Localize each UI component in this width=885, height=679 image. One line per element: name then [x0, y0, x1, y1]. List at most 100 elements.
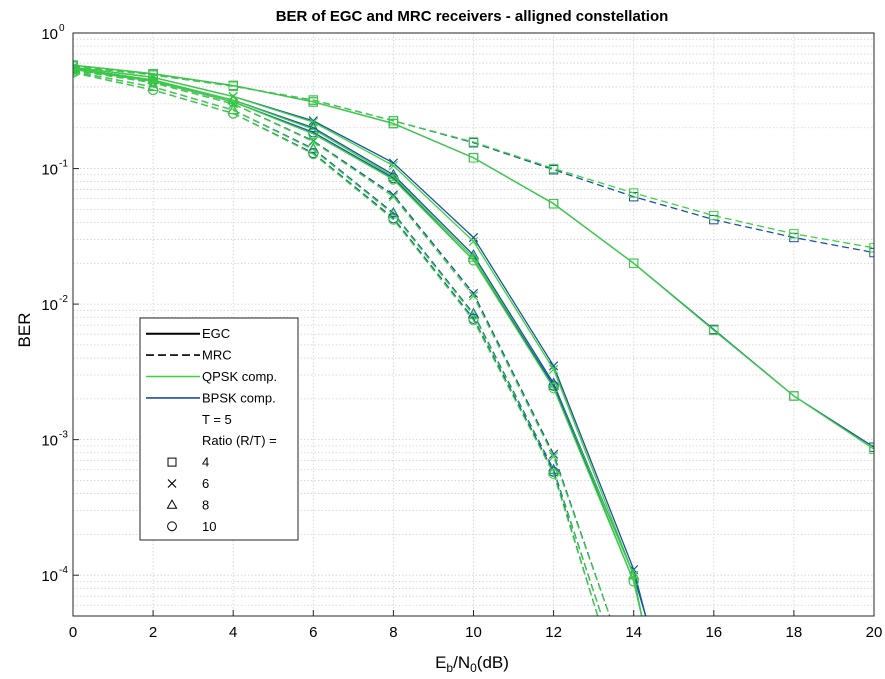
data-point	[548, 380, 559, 391]
data-point	[147, 73, 159, 85]
y-tick-exponent: -4	[59, 565, 68, 576]
data-point	[308, 136, 318, 147]
y-tick-label: 10 -4	[41, 565, 68, 585]
series-line	[73, 71, 599, 616]
legend-label: 10	[202, 519, 216, 534]
data-point	[388, 192, 399, 202]
data-point	[709, 210, 719, 221]
legend-label: 4	[202, 455, 209, 470]
data-point	[548, 451, 559, 462]
data-point	[468, 137, 479, 147]
y-tick-base: 10	[41, 26, 58, 43]
x-tick-label: 6	[309, 624, 317, 641]
x-tick-label: 16	[705, 624, 722, 641]
legend-entry-r10: 10	[167, 519, 216, 534]
data-point	[468, 232, 479, 243]
series-mrc-qpsk-circle	[73, 67, 599, 616]
x-tick-label: 4	[229, 624, 237, 641]
data-point	[73, 67, 79, 78]
data-point	[628, 576, 639, 587]
legend-label: 8	[202, 497, 209, 512]
data-point	[388, 116, 399, 126]
legend-entry-egc: EGC	[146, 326, 230, 341]
legend-label: Ratio (R/T) =	[202, 433, 277, 448]
data-point	[307, 121, 319, 132]
legend-marker-sample	[167, 521, 177, 532]
x-tick-label: 20	[866, 624, 883, 641]
legend-label: 6	[202, 476, 209, 491]
x-tick-label: 0	[69, 624, 77, 641]
x-tick-label: 10	[465, 624, 482, 641]
x-axis-ticks: 0 2 4 6 8 10 12 14 16 18 20	[69, 610, 883, 641]
legend-label: MRC	[202, 348, 232, 363]
data-point	[308, 148, 319, 160]
legend-entry-t: T = 5	[202, 412, 232, 427]
data-point	[629, 188, 639, 198]
data-point	[548, 382, 559, 394]
chart-title: BER of EGC and MRC receivers - alligned …	[276, 8, 669, 25]
x-tick-label: 2	[149, 624, 157, 641]
y-tick-exponent: 0	[59, 23, 65, 34]
legend-marker-sample	[167, 479, 177, 488]
data-point	[789, 391, 799, 401]
data-point	[548, 361, 559, 371]
data-point	[468, 291, 479, 301]
data-point	[73, 64, 79, 75]
series-line	[73, 65, 874, 249]
data-point	[228, 108, 239, 119]
data-point	[709, 325, 719, 336]
legend-entry-bpsk: BPSK comp.	[146, 390, 276, 405]
data-point	[227, 94, 239, 105]
data-point	[388, 161, 399, 171]
y-tick-exponent: -3	[59, 430, 68, 441]
y-tick-base: 10	[41, 568, 58, 585]
series-line	[73, 69, 611, 616]
legend-marker-sample	[167, 457, 177, 467]
series-egc-qpsk-circle	[73, 64, 643, 616]
data-point	[73, 65, 79, 76]
data-point	[548, 199, 559, 209]
data-point	[388, 214, 399, 225]
legend-entry-r8: 8	[166, 497, 209, 512]
y-axis-label: BER	[15, 313, 34, 348]
legend-marker-sample	[166, 499, 178, 509]
x-tick-label: 12	[545, 624, 562, 641]
data-point	[789, 229, 799, 239]
y-tick-label: 10 -3	[41, 430, 68, 450]
data-point	[388, 174, 399, 185]
series-line	[73, 68, 643, 616]
series-line	[73, 71, 599, 616]
series-line	[73, 70, 603, 616]
legend-label: EGC	[202, 326, 230, 341]
data-point	[228, 81, 238, 91]
y-tick-label: 10 0	[41, 23, 65, 43]
data-point	[388, 190, 399, 200]
legend-entry-r6: 6	[167, 476, 209, 491]
legend-label: T = 5	[202, 412, 232, 427]
y-tick-base: 10	[41, 297, 58, 314]
y-tick-label: 10 -1	[41, 159, 68, 179]
legend-entry-mrc: MRC	[146, 348, 232, 363]
legend-entry-ratio: Ratio (R/T) =	[202, 433, 277, 448]
series-line	[73, 67, 643, 616]
y-tick-base: 10	[41, 433, 58, 450]
data-point	[468, 153, 479, 163]
legend-box	[139, 317, 299, 541]
data-point	[468, 236, 479, 247]
y-tick-exponent: -2	[59, 294, 68, 305]
legend-entry-qpsk: QPSK comp.	[146, 369, 277, 384]
data-point	[468, 288, 479, 298]
data-point	[548, 163, 559, 174]
y-tick-exponent: -1	[59, 159, 68, 170]
x-tick-label: 18	[786, 624, 803, 641]
data-point	[629, 258, 639, 268]
data-point	[468, 315, 479, 326]
data-point	[147, 76, 159, 87]
legend-label: BPSK comp.	[202, 390, 276, 405]
data-point	[548, 364, 559, 374]
legend-label: QPSK comp.	[202, 369, 277, 384]
x-tick-label: 14	[625, 624, 642, 641]
data-point	[468, 255, 479, 266]
data-point	[308, 128, 319, 140]
series-line	[73, 64, 874, 450]
